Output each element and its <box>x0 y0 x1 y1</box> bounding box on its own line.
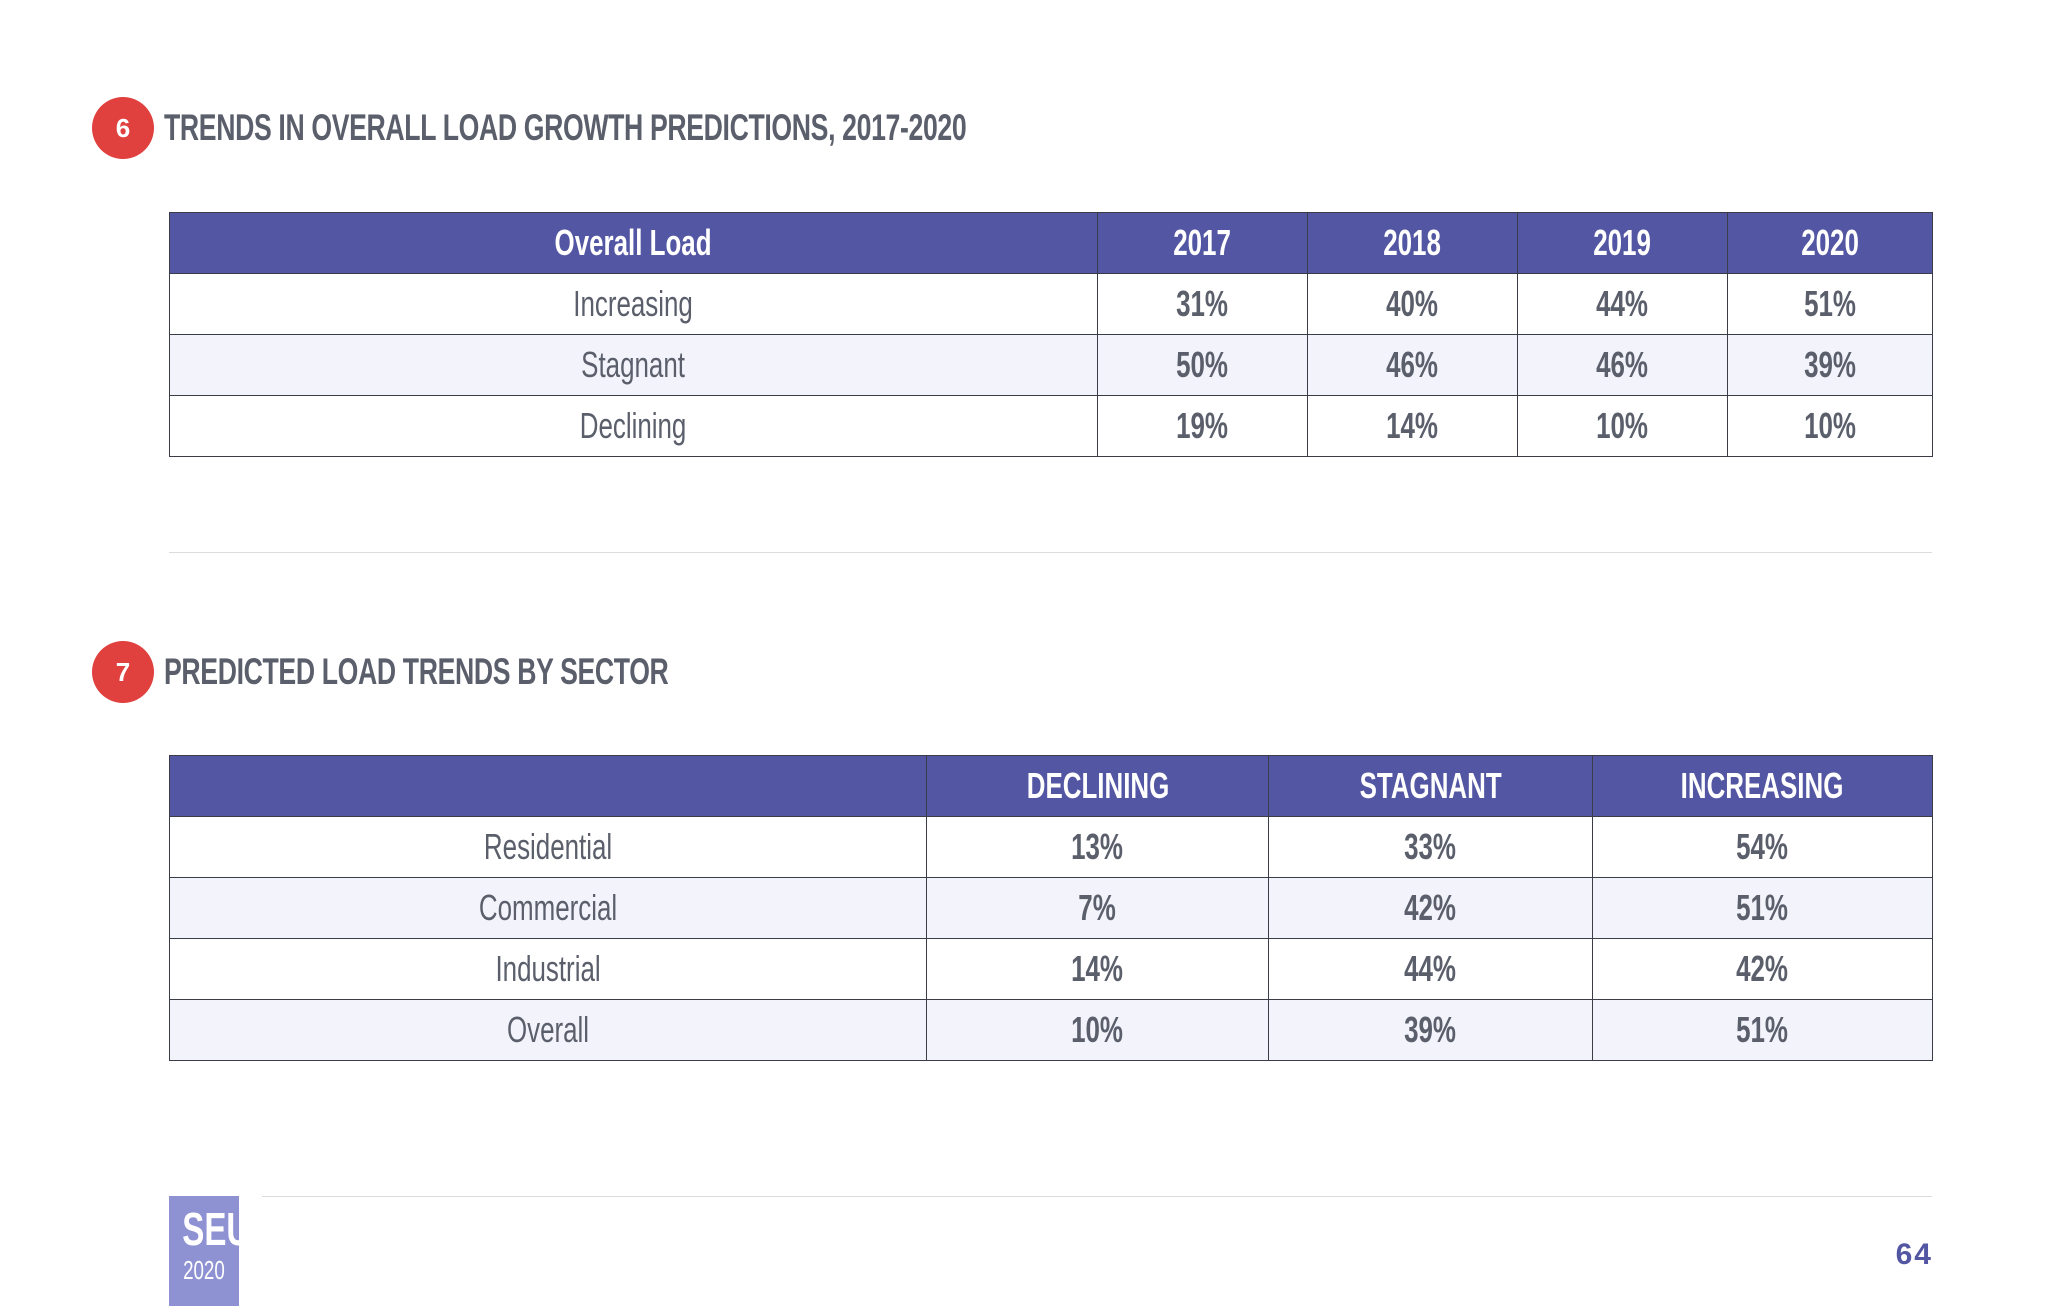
table-row: Residential 13% 33% 54% <box>169 816 1933 878</box>
table-header-row: DECLINING STAGNANT INCREASING <box>169 755 1933 817</box>
column-header <box>169 755 927 817</box>
table-row: Increasing 31% 40% 44% 51% <box>169 273 1933 335</box>
table-row: Overall 10% 39% 51% <box>169 999 1933 1061</box>
table-cell: 51% <box>1727 273 1933 335</box>
column-header: 2017 <box>1097 212 1308 274</box>
table-row: Declining 19% 14% 10% 10% <box>169 395 1933 457</box>
logo-text-top: SEU <box>182 1203 239 1255</box>
table-row: Industrial 14% 44% 42% <box>169 938 1933 1000</box>
table-cell: 46% <box>1307 334 1518 396</box>
section-divider <box>169 552 1932 553</box>
table-cell: 19% <box>1097 395 1308 457</box>
table-cell: 40% <box>1307 273 1518 335</box>
column-header: Overall Load <box>169 212 1098 274</box>
table-cell: 39% <box>1727 334 1933 396</box>
seu-2020-logo: SEU 2020 <box>169 1196 239 1306</box>
table-cell: 50% <box>1097 334 1308 396</box>
row-label: Residential <box>169 816 927 878</box>
column-header: 2018 <box>1307 212 1518 274</box>
row-label: Overall <box>169 999 927 1061</box>
table-cell: 42% <box>1268 877 1593 939</box>
section-7-title: PREDICTED LOAD TRENDS BY SECTOR <box>164 651 669 692</box>
table-cell: 14% <box>1307 395 1518 457</box>
column-header: DECLINING <box>926 755 1269 817</box>
row-label: Stagnant <box>169 334 1098 396</box>
table-cell: 31% <box>1097 273 1308 335</box>
table-cell: 42% <box>1592 938 1933 1000</box>
row-label: Commercial <box>169 877 927 939</box>
table-cell: 7% <box>926 877 1269 939</box>
row-label: Declining <box>169 395 1098 457</box>
table-cell: 10% <box>1517 395 1728 457</box>
table-header-row: Overall Load 2017 2018 2019 2020 <box>169 212 1933 274</box>
row-label: Increasing <box>169 273 1098 335</box>
row-label: Industrial <box>169 938 927 1000</box>
logo-text-bottom: 2020 <box>183 1255 225 1285</box>
table-cell: 51% <box>1592 999 1933 1061</box>
column-header: STAGNANT <box>1268 755 1593 817</box>
table-cell: 44% <box>1517 273 1728 335</box>
table-cell: 10% <box>1727 395 1933 457</box>
section-6-number-badge: 6 <box>92 97 154 159</box>
footer-divider <box>262 1196 1932 1197</box>
section-6-header: 6 TRENDS IN OVERALL LOAD GROWTH PREDICTI… <box>92 97 1278 159</box>
table-cell: 51% <box>1592 877 1933 939</box>
table-cell: 46% <box>1517 334 1728 396</box>
page-number: 64 <box>1895 1238 1933 1271</box>
overall-load-table: Overall Load 2017 2018 2019 2020 Increas… <box>169 212 1933 457</box>
table-cell: 10% <box>926 999 1269 1061</box>
section-7-header: 7 PREDICTED LOAD TRENDS BY SECTOR <box>92 641 865 703</box>
column-header: INCREASING <box>1592 755 1933 817</box>
table-cell: 13% <box>926 816 1269 878</box>
table-cell: 44% <box>1268 938 1593 1000</box>
table-row: Commercial 7% 42% 51% <box>169 877 1933 939</box>
column-header: 2020 <box>1727 212 1933 274</box>
sector-load-table: DECLINING STAGNANT INCREASING Residentia… <box>169 755 1933 1061</box>
table-cell: 14% <box>926 938 1269 1000</box>
column-header: 2019 <box>1517 212 1728 274</box>
table-cell: 54% <box>1592 816 1933 878</box>
table-row: Stagnant 50% 46% 46% 39% <box>169 334 1933 396</box>
table-cell: 39% <box>1268 999 1593 1061</box>
section-6-title: TRENDS IN OVERALL LOAD GROWTH PREDICTION… <box>164 107 967 148</box>
table-cell: 33% <box>1268 816 1593 878</box>
section-7-number-badge: 7 <box>92 641 154 703</box>
